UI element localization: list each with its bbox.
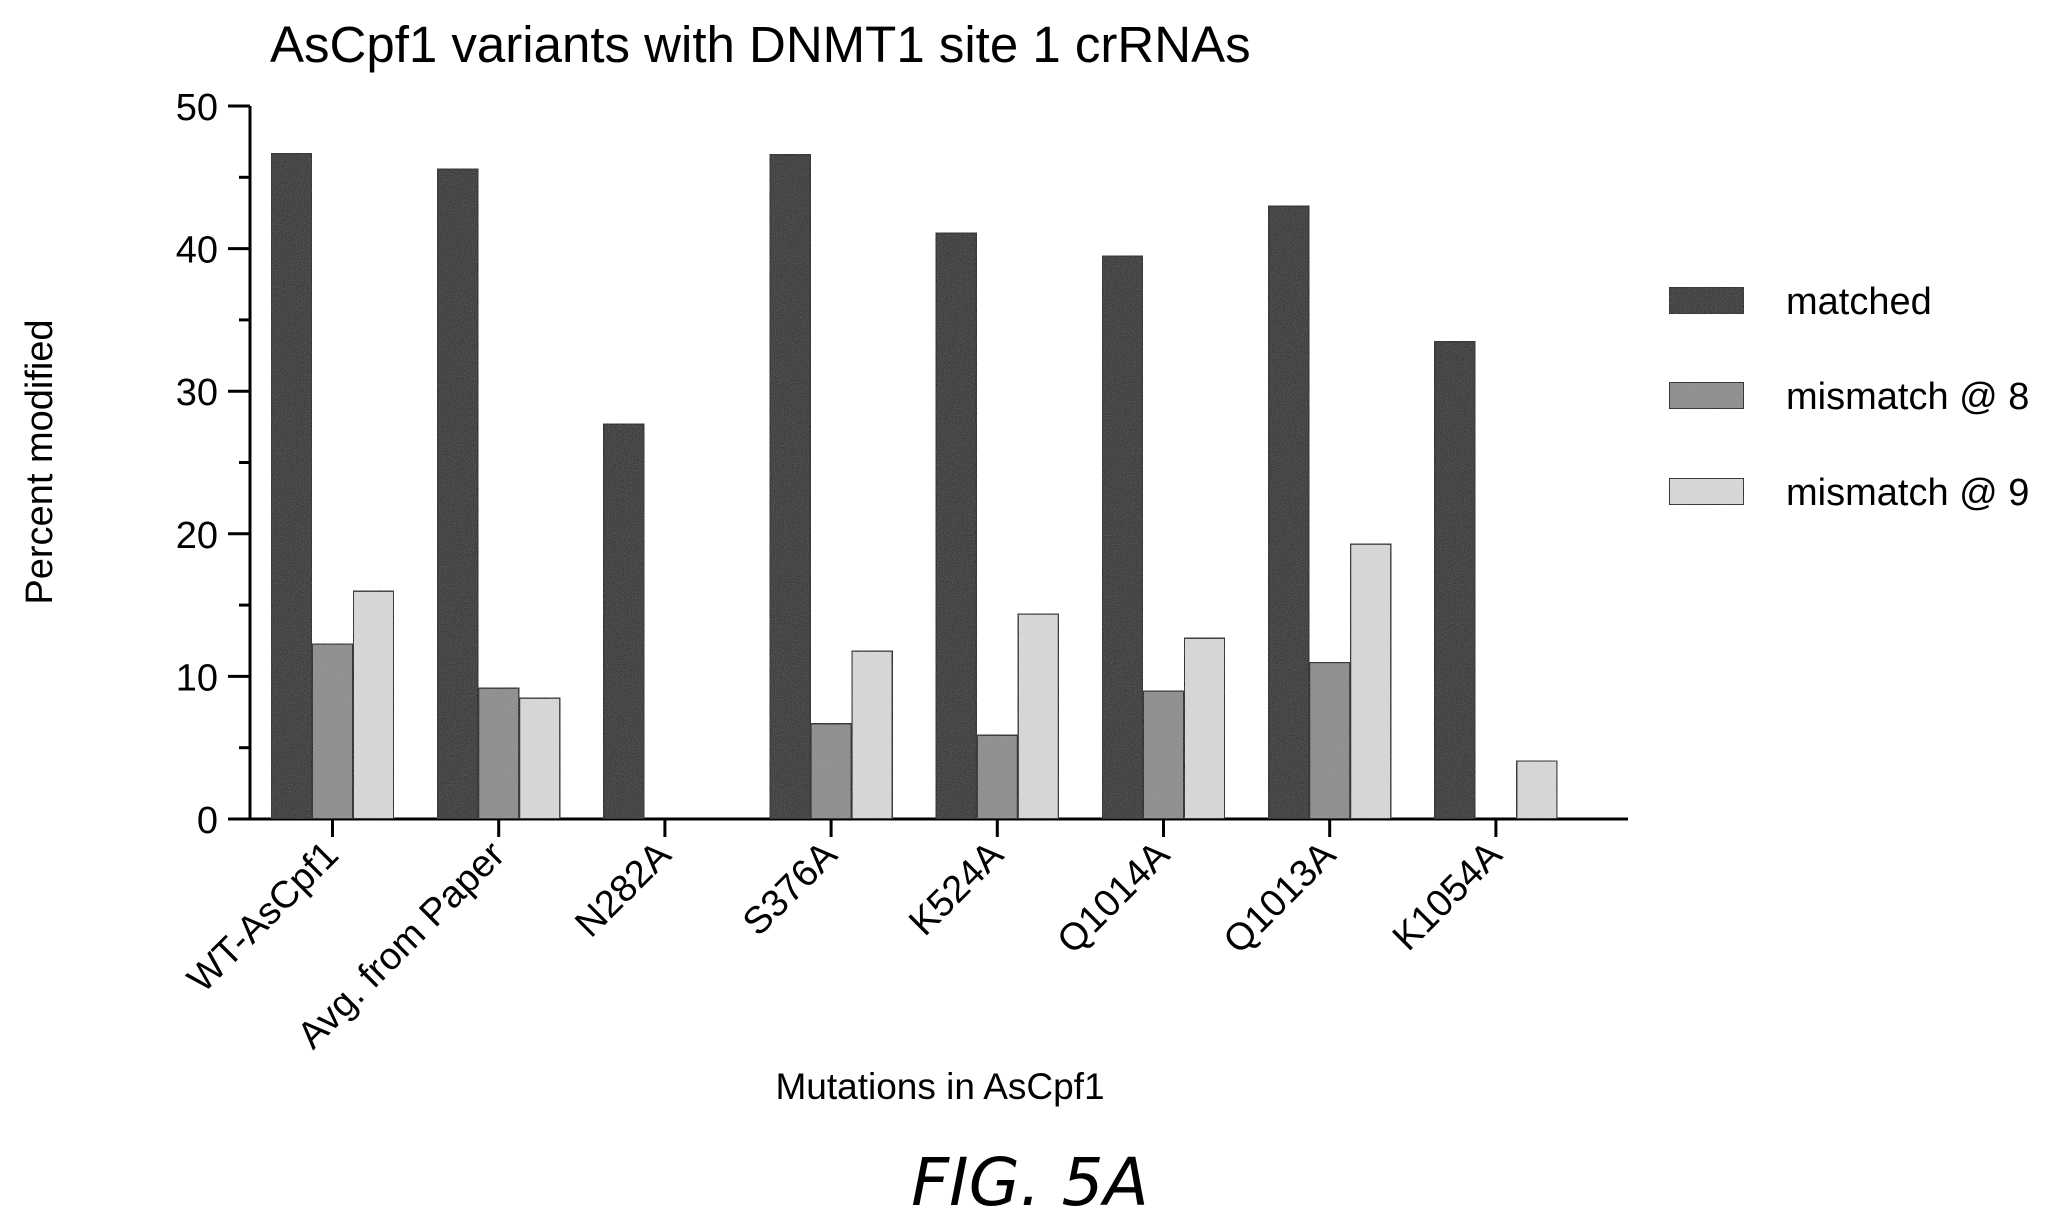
y-tick-label: 20 [176, 515, 218, 557]
bar [352, 589, 395, 821]
bar [1142, 689, 1185, 820]
x-tick-label: S376A [735, 833, 846, 944]
x-tick-label: K524A [901, 833, 1012, 944]
figure-caption: FIG. 5A [911, 1144, 1149, 1221]
bar [1267, 204, 1311, 820]
bar [518, 696, 562, 820]
y-tick-label: 10 [176, 657, 218, 699]
legend-label: mismatch @ 8 [1786, 376, 2029, 418]
y-axis: 0 10 20 30 40 50 [176, 87, 252, 842]
legend-swatch [1668, 477, 1745, 506]
bar [1433, 340, 1477, 820]
y-tick-label: 0 [197, 800, 218, 842]
bar [850, 649, 894, 820]
bar [934, 231, 978, 820]
legend-swatch [1668, 381, 1745, 410]
bar [1016, 612, 1060, 820]
bars [270, 152, 1559, 821]
bar [1308, 661, 1352, 821]
x-tick-label: Q1014A [1050, 833, 1179, 962]
bar [602, 422, 646, 820]
x-tick-label: N282A [567, 833, 679, 945]
legend-swatch [1668, 286, 1745, 315]
chart-title: AsCpf1 variants with DNMT1 site 1 crRNAs [270, 16, 1251, 73]
legend-label: matched [1786, 281, 1932, 323]
y-tick-label: 40 [176, 230, 218, 272]
bar [1515, 759, 1559, 820]
bar [1349, 542, 1393, 820]
x-tick-label: Q1013A [1216, 833, 1345, 962]
bar [1183, 636, 1226, 821]
x-tick-label: K1054A [1385, 833, 1511, 959]
bar [270, 152, 313, 821]
x-tick-label: WT-AsCpf1 [180, 834, 347, 1001]
y-tick-label: 50 [176, 87, 218, 129]
bar [1101, 254, 1144, 821]
legend-label: mismatch @ 9 [1786, 472, 2029, 514]
bar [768, 153, 812, 820]
bar [975, 733, 1019, 821]
bar [477, 686, 521, 820]
bar [809, 722, 853, 821]
legend: matched mismatch @ 8 mismatch @ 9 [1668, 281, 2029, 514]
bar [311, 642, 354, 820]
y-axis-label: Percent modified [19, 319, 61, 604]
bar [436, 167, 480, 820]
x-axis-label: Mutations in AsCpf1 [775, 1066, 1104, 1107]
y-tick-label: 30 [176, 372, 218, 414]
